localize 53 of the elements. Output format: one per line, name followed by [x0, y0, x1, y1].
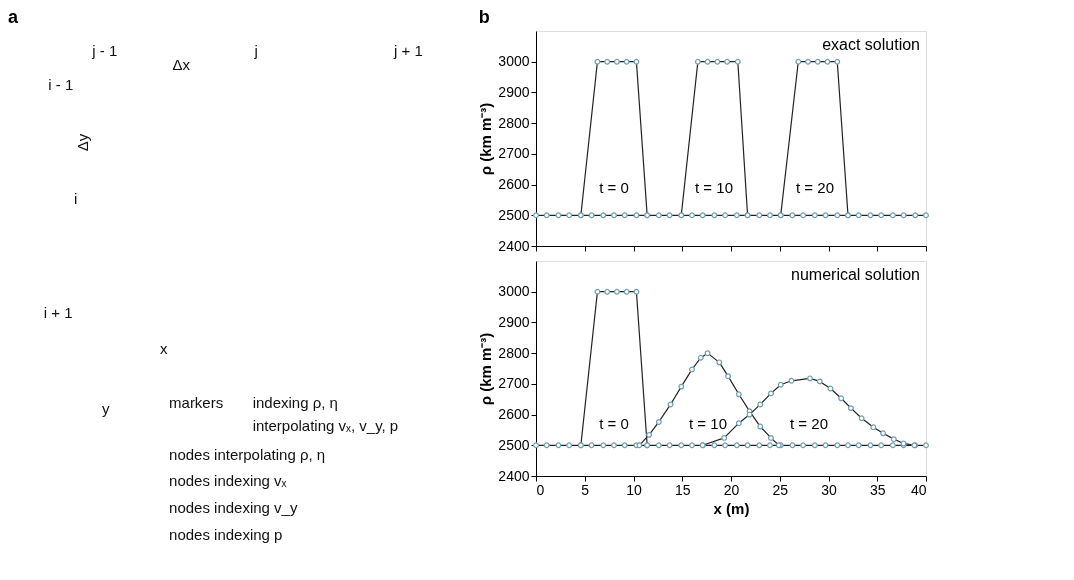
- y-tick-label: 2600: [498, 406, 530, 423]
- y-axis-title: ρ (km m⁻³): [477, 332, 495, 406]
- y-tick-label: 2900: [498, 313, 530, 330]
- annotation: exact solution: [822, 36, 920, 53]
- text: i + 1: [43, 304, 73, 322]
- y-tick-label: 2800: [498, 114, 530, 131]
- text: interpolating vₓ, v_y, p: [252, 416, 399, 434]
- annotation: numerical solution: [791, 266, 920, 283]
- x-axis-title: x (m): [713, 499, 750, 517]
- y-tick-label: 2700: [498, 375, 530, 392]
- y-tick-label: 3000: [498, 53, 530, 70]
- annotation: t = 20: [790, 415, 828, 432]
- annotation: t = 0: [599, 179, 629, 196]
- y-tick-label: 2800: [498, 344, 530, 361]
- text: nodes indexing vₓ: [169, 472, 287, 490]
- x-tick-label: 5: [581, 481, 590, 498]
- text: i: [74, 190, 78, 208]
- x-tick-label: 40: [910, 481, 927, 498]
- annotation: t = 20: [796, 179, 834, 196]
- x-tick-label: 0: [536, 481, 545, 498]
- y-tick-label: 2600: [498, 176, 530, 193]
- text: markers: [169, 394, 224, 412]
- x-tick-label: 25: [772, 481, 789, 498]
- annotation: t = 10: [695, 179, 733, 196]
- y-tick-label: 2900: [498, 83, 530, 100]
- text: nodes indexing p: [169, 526, 283, 544]
- annotation: t = 0: [599, 415, 629, 432]
- x-tick-label: 15: [674, 481, 691, 498]
- text: i - 1: [48, 75, 74, 93]
- y-axis-title: ρ (km m⁻³): [477, 102, 495, 176]
- chart-title: b: [478, 7, 490, 27]
- x-tick-label: 10: [626, 481, 642, 498]
- text: Δx: [172, 56, 191, 74]
- x-tick-label: 20: [723, 481, 740, 498]
- text: j - 1: [91, 42, 118, 60]
- text: a: [8, 7, 19, 27]
- text: x: [160, 339, 169, 357]
- text: indexing ρ, η: [252, 394, 338, 412]
- text: j + 1: [393, 42, 423, 60]
- text: y: [101, 399, 110, 417]
- x-tick-label: 30: [821, 481, 837, 498]
- text: nodes interpolating ρ, η: [169, 446, 326, 464]
- text: nodes indexing v_y: [169, 499, 298, 517]
- y-tick-label: 2400: [498, 467, 530, 484]
- text: j: [253, 42, 258, 60]
- y-tick-label: 2700: [498, 145, 530, 162]
- text: Δy: [73, 133, 91, 152]
- y-tick-label: 2400: [498, 237, 530, 254]
- annotation: t = 10: [689, 415, 727, 432]
- y-tick-label: 3000: [498, 283, 530, 300]
- y-tick-label: 2500: [498, 206, 530, 223]
- x-tick-label: 35: [869, 481, 886, 498]
- y-tick-label: 2500: [498, 436, 530, 453]
